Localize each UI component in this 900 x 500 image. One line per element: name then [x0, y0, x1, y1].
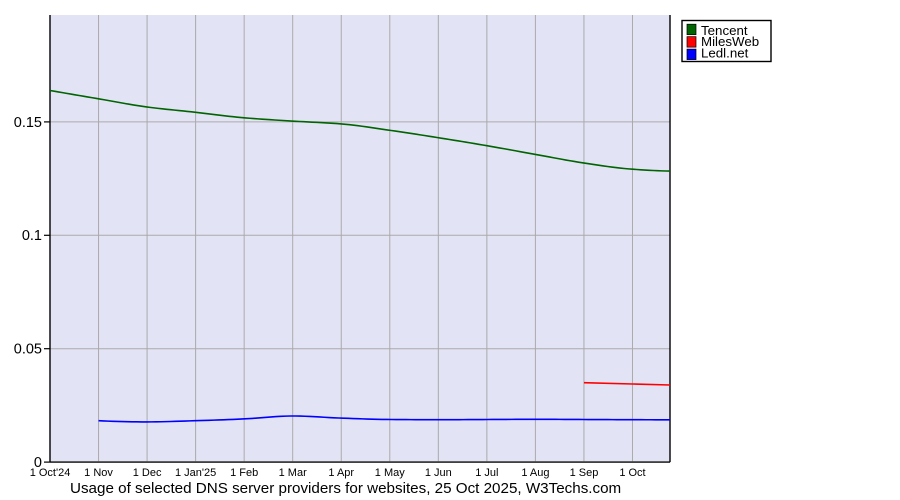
svg-text:1 Feb: 1 Feb [230, 467, 258, 479]
svg-text:1 May: 1 May [375, 467, 405, 479]
svg-text:1 Sep: 1 Sep [570, 467, 599, 479]
svg-text:Ledl.net: Ledl.net [701, 45, 749, 60]
svg-text:1 Dec: 1 Dec [133, 467, 162, 479]
svg-text:Usage of selected DNS server p: Usage of selected DNS server providers f… [70, 480, 621, 497]
svg-text:1 Jun: 1 Jun [425, 467, 452, 479]
svg-text:1 Jul: 1 Jul [475, 467, 498, 479]
svg-text:1 Jan'25: 1 Jan'25 [175, 467, 216, 479]
svg-text:1 Mar: 1 Mar [279, 467, 307, 479]
svg-text:0.05: 0.05 [14, 342, 42, 358]
svg-text:1 Oct'24: 1 Oct'24 [30, 467, 71, 479]
svg-text:1 Nov: 1 Nov [84, 467, 113, 479]
svg-text:1 Apr: 1 Apr [328, 467, 354, 479]
svg-text:1 Aug: 1 Aug [521, 467, 549, 479]
svg-text:1 Oct: 1 Oct [619, 467, 645, 479]
svg-text:0.15: 0.15 [14, 115, 42, 131]
svg-text:0.1: 0.1 [22, 228, 42, 244]
